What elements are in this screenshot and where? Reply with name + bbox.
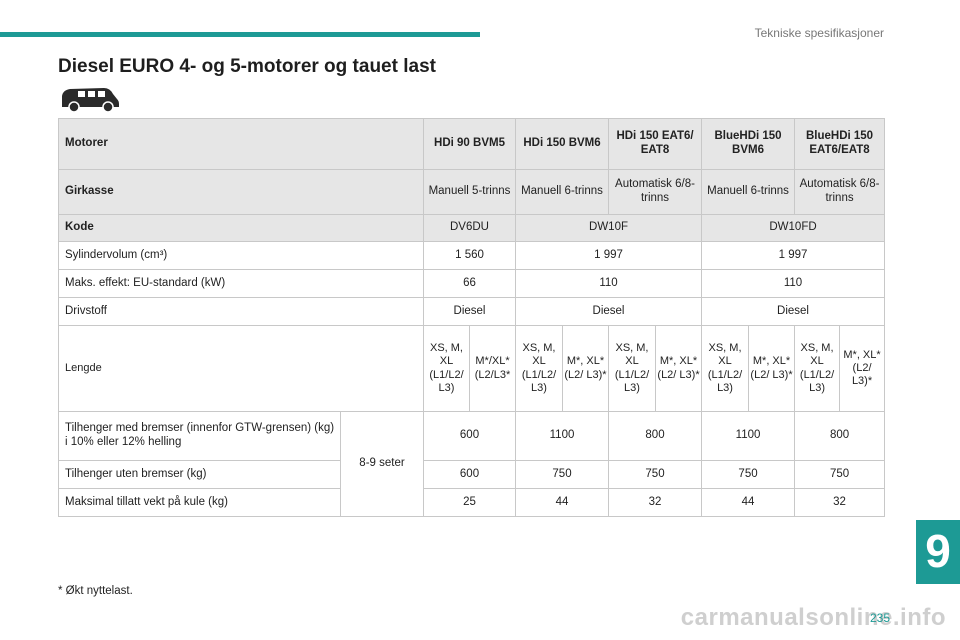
table-row-max-ball-weight: Maksimal tillatt vekt på kule (kg) 25 44… — [58, 488, 886, 517]
braked-trailer-cell: 1100 — [515, 411, 609, 461]
max-ball-weight-cell: 25 — [423, 488, 516, 517]
chapter-tab: 9 — [916, 520, 960, 584]
table-row-engines: Motorer HDi 90 BVM5 HDi 150 BVM6 HDi 150… — [58, 118, 886, 170]
gearbox-cell: Manuell 6-trinns — [701, 169, 796, 215]
displacement-label: Sylindervolum (cm³) — [58, 241, 424, 270]
code-cell: DW10F — [514, 214, 703, 242]
unbraked-trailer-label: Tilhenger uten bremser (kg) — [58, 460, 341, 489]
page-title: Diesel EURO 4- og 5-motorer og tauet las… — [58, 56, 436, 77]
fuel-cell: Diesel — [423, 297, 516, 326]
length-cell: XS, M, XL (L1/L2/ L3) — [794, 325, 841, 412]
length-cell: XS, M, XL (L1/L2/ L3) — [515, 325, 563, 412]
displacement-cell: 1 997 — [514, 241, 703, 270]
chapter-number: 9 — [925, 525, 951, 577]
power-cell: 66 — [423, 269, 516, 298]
engine-cell: BlueHDi 150 BVM6 — [701, 118, 796, 170]
displacement-cell: 1 560 — [423, 241, 516, 270]
fuel-cell: Diesel — [701, 297, 886, 326]
engine-cell: BlueHDi 150 EAT6/EAT8 — [794, 118, 886, 170]
table-row-length: Lengde XS, M, XL (L1/L2/ L3) M*/XL* (L2/… — [58, 325, 886, 412]
length-label: Lengde — [58, 325, 424, 412]
section-title: Tekniske spesifikasjoner — [754, 26, 884, 40]
max-ball-weight-label: Maksimal tillatt vekt på kule (kg) — [58, 488, 341, 517]
engine-spec-table: Motorer HDi 90 BVM5 HDi 150 BVM6 HDi 150… — [58, 118, 886, 517]
table-row-gearbox: Girkasse Manuell 5-trinns Manuell 6-trin… — [58, 169, 886, 215]
max-ball-weight-cell: 32 — [794, 488, 886, 517]
van-icon — [62, 88, 119, 113]
power-cell: 110 — [701, 269, 886, 298]
braked-trailer-cell: 800 — [607, 411, 703, 461]
power-cell: 110 — [514, 269, 703, 298]
max-ball-weight-cell: 44 — [515, 488, 609, 517]
engines-label: Motorer — [58, 118, 424, 170]
max-ball-weight-cell: 32 — [607, 488, 703, 517]
gearbox-label: Girkasse — [58, 169, 424, 215]
length-cell: M*, XL* (L2/ L3)* — [654, 325, 703, 412]
page-number: 235 — [869, 611, 890, 625]
braked-trailer-cell: 800 — [794, 411, 886, 461]
fuel-cell: Diesel — [514, 297, 703, 326]
footnote: * Økt nyttelast. — [58, 585, 133, 597]
max-ball-weight-cell: 44 — [701, 488, 796, 517]
code-label: Kode — [58, 214, 424, 242]
length-cell: M*, XL* (L2/ L3)* — [748, 325, 796, 412]
unbraked-trailer-cell: 750 — [515, 460, 609, 489]
engine-cell: HDi 150 BVM6 — [515, 118, 609, 170]
engine-cell: HDi 90 BVM5 — [423, 118, 516, 170]
table-row-power: Maks. effekt: EU-standard (kW) 66 110 11… — [58, 269, 886, 298]
gearbox-cell: Manuell 6-trinns — [515, 169, 609, 215]
gearbox-cell: Automatisk 6/8-trinns — [607, 169, 703, 215]
length-cell: M*, XL* (L2/ L3)* — [562, 325, 609, 412]
table-row-braked-trailer: Tilhenger med bremser (innenfor GTW-gren… — [58, 411, 886, 517]
gearbox-cell: Manuell 5-trinns — [423, 169, 516, 215]
table-row-code: Kode DV6DU DW10F DW10FD — [58, 214, 886, 242]
code-cell: DW10FD — [701, 214, 886, 242]
engine-cell: HDi 150 EAT6/ EAT8 — [607, 118, 703, 170]
length-cell: XS, M, XL (L1/L2/ L3) — [701, 325, 750, 412]
power-label: Maks. effekt: EU-standard (kW) — [58, 269, 424, 298]
unbraked-trailer-cell: 750 — [701, 460, 796, 489]
length-cell: XS, M, XL (L1/L2/ L3) — [423, 325, 470, 412]
gearbox-cell: Automatisk 6/8-trinns — [794, 169, 886, 215]
table-row-unbraked-trailer: Tilhenger uten bremser (kg) 600 750 750 … — [58, 460, 886, 489]
code-cell: DV6DU — [423, 214, 516, 242]
braked-trailer-cell: 600 — [423, 411, 516, 461]
header-accent-bar — [0, 32, 480, 37]
braked-trailer-label: Tilhenger med bremser (innenfor GTW-gren… — [58, 411, 341, 461]
watermark: carmanualsonline.info — [680, 604, 946, 631]
table-row-fuel: Drivstoff Diesel Diesel Diesel — [58, 297, 886, 326]
fuel-label: Drivstoff — [58, 297, 424, 326]
unbraked-trailer-cell: 750 — [607, 460, 703, 489]
length-cell: M*/XL* (L2/L3* — [469, 325, 516, 412]
displacement-cell: 1 997 — [701, 241, 886, 270]
length-cell: M*, XL* (L2/ L3)* — [839, 325, 886, 412]
unbraked-trailer-cell: 600 — [423, 460, 516, 489]
braked-trailer-cell: 1100 — [701, 411, 796, 461]
unbraked-trailer-cell: 750 — [794, 460, 886, 489]
table-row-displacement: Sylindervolum (cm³) 1 560 1 997 1 997 — [58, 241, 886, 270]
seats-cell: 8-9 seter — [340, 411, 424, 517]
length-cell: XS, M, XL (L1/L2/ L3) — [608, 325, 656, 412]
